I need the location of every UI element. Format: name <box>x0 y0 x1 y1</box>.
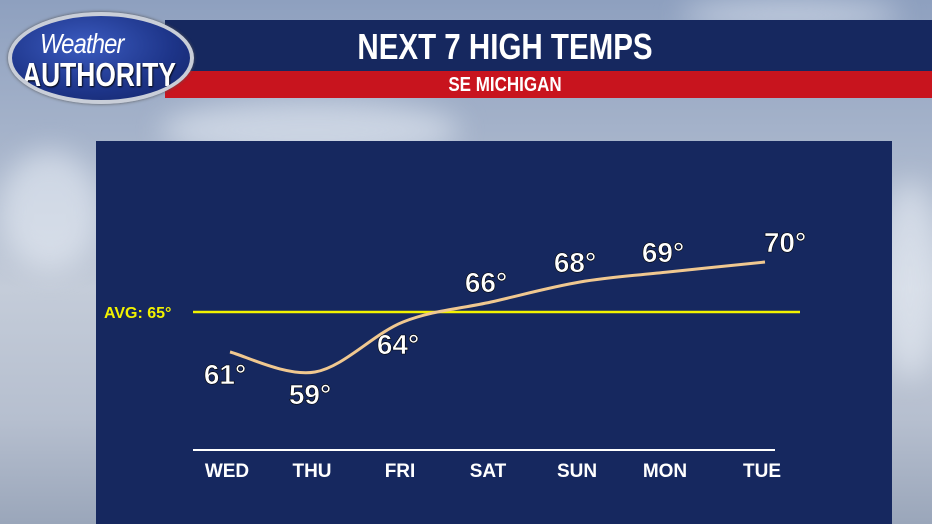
x-tick-label-fri: FRI <box>385 461 416 482</box>
data-label-wed: 61° <box>204 359 246 390</box>
data-label-sat: 66° <box>465 267 507 298</box>
header-subtitle-band <box>165 71 932 98</box>
average-label: AVG: 65° <box>104 305 171 322</box>
data-label-thu: 59° <box>289 379 331 410</box>
x-tick-label-mon: MON <box>643 461 687 482</box>
logo-text-authority: AUTHORITY <box>22 56 176 93</box>
x-tick-label-thu: THU <box>292 461 331 482</box>
weather-authority-logo: Weather AUTHORITY <box>8 12 194 104</box>
x-tick-label-sat: SAT <box>470 461 507 482</box>
chart-panel <box>96 141 892 524</box>
page-title: NEXT 7 HIGH TEMPS <box>357 26 653 67</box>
x-tick-label-wed: WED <box>205 461 249 482</box>
data-label-mon: 69° <box>642 237 684 268</box>
logo-text-weather: Weather <box>40 28 124 59</box>
data-label-fri: 64° <box>377 329 419 360</box>
page-subtitle: SE MICHIGAN <box>448 74 562 96</box>
header-title-band <box>165 20 932 71</box>
x-tick-label-tue: TUE <box>743 461 781 482</box>
data-label-tue: 70° <box>764 227 806 258</box>
data-label-sun: 68° <box>554 247 596 278</box>
x-tick-label-sun: SUN <box>557 461 597 482</box>
temperature-trend-line <box>229 260 766 375</box>
